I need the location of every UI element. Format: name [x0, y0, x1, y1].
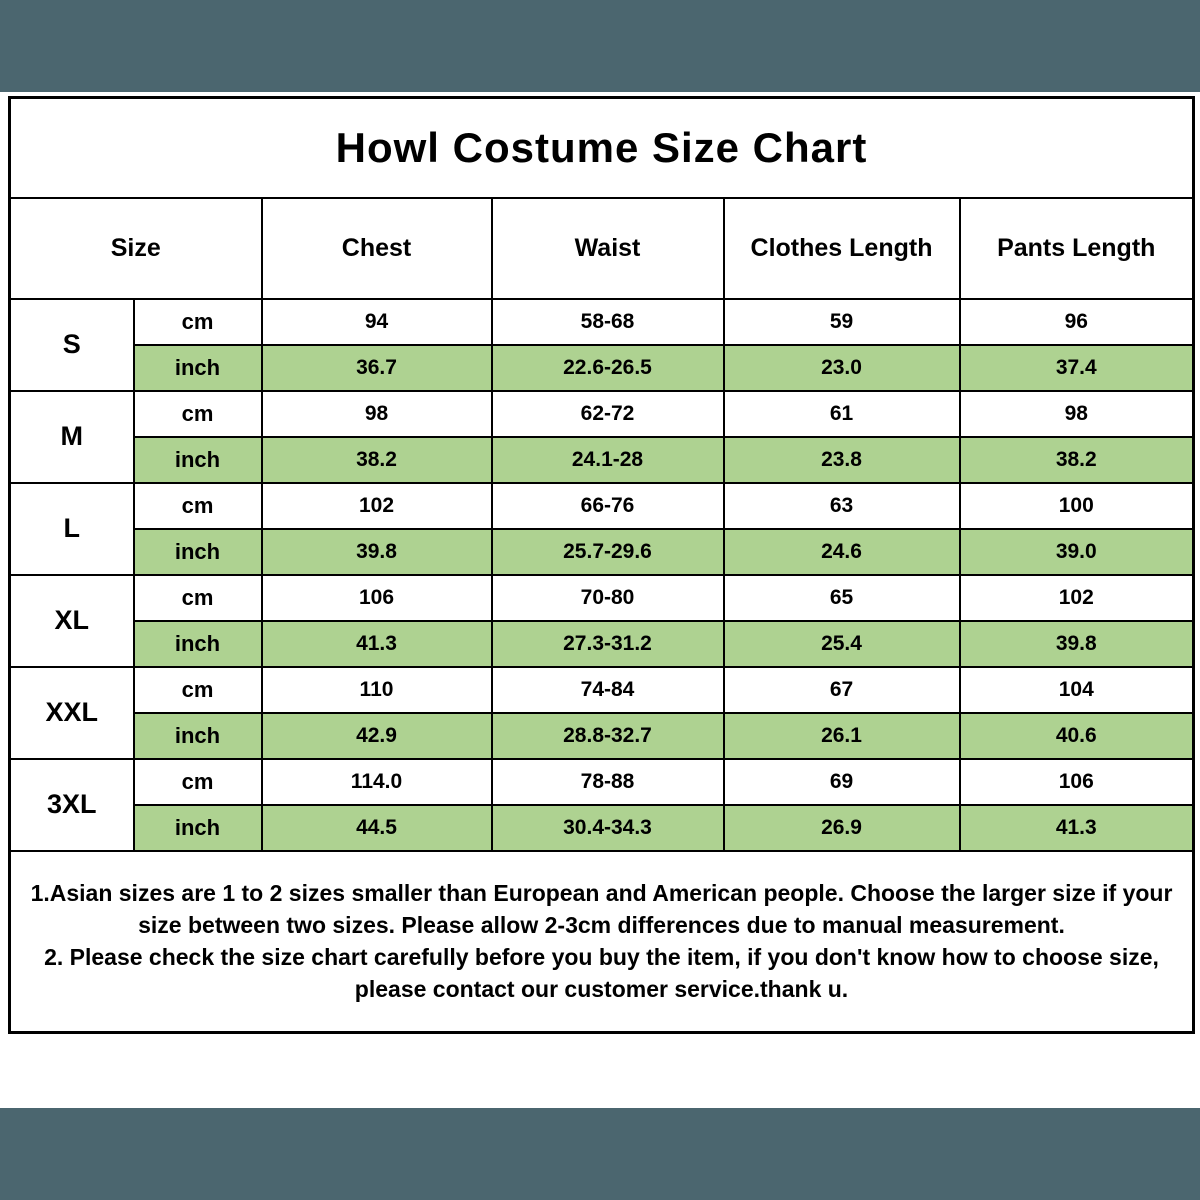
notes-row: 1.Asian sizes are 1 to 2 sizes smaller t…: [8, 849, 1195, 1034]
table-row-s-inch: inch 36.7 22.6-26.5 23.0 37.4: [10, 343, 1195, 392]
measurement-cell: 98: [958, 389, 1195, 438]
measurement-cell: 40.6: [958, 711, 1195, 760]
unit-label-cm: cm: [132, 481, 263, 530]
note-line-1: 1.Asian sizes are 1 to 2 sizes smaller t…: [30, 879, 1173, 939]
column-header-size: Size: [8, 196, 263, 300]
measurement-cell: 27.3-31.2: [490, 619, 725, 668]
measurement-cell: 102: [260, 481, 493, 530]
table-row-3xl-inch: inch 44.5 30.4-34.3 26.9 41.3: [10, 803, 1195, 852]
table-row-3xl-cm: 3XL cm 114.0 78-88 69 106: [8, 757, 1195, 852]
measurement-cell: 38.2: [958, 435, 1195, 484]
measurement-cell: 37.4: [958, 343, 1195, 392]
column-header-clothes-length: Clothes Length: [722, 196, 961, 300]
measurement-cell: 26.1: [722, 711, 961, 760]
measurement-cell: 67: [722, 665, 961, 714]
measurement-cell: 106: [958, 757, 1195, 806]
unit-label-inch: inch: [132, 527, 263, 576]
measurement-cell: 114.0: [260, 757, 493, 806]
measurement-cell: 70-80: [490, 573, 725, 622]
size-chart-table: Howl Costume Size Chart Size Chest Waist…: [8, 96, 1195, 1034]
measurement-cell: 100: [958, 481, 1195, 530]
table-row-xl-inch: inch 41.3 27.3-31.2 25.4 39.8: [10, 619, 1195, 668]
measurement-cell: 104: [958, 665, 1195, 714]
measurement-cell: 102: [958, 573, 1195, 622]
measurement-cell: 78-88: [490, 757, 725, 806]
chart-title: Howl Costume Size Chart: [8, 96, 1195, 199]
unit-label-cm: cm: [132, 297, 263, 346]
measurement-cell: 41.3: [260, 619, 493, 668]
notes-section: 1.Asian sizes are 1 to 2 sizes smaller t…: [8, 849, 1195, 1034]
measurement-cell: 39.0: [958, 527, 1195, 576]
note-line-2: 2. Please check the size chart carefully…: [44, 944, 1159, 1003]
measurement-cell: 106: [260, 573, 493, 622]
bottom-frame-bar: [0, 1108, 1200, 1200]
measurement-cell: 24.1-28: [490, 435, 725, 484]
measurement-cell: 94: [260, 297, 493, 346]
measurement-cell: 23.8: [722, 435, 961, 484]
measurement-cell: 59: [722, 297, 961, 346]
measurement-cell: 22.6-26.5: [490, 343, 725, 392]
measurement-cell: 25.4: [722, 619, 961, 668]
measurement-cell: 66-76: [490, 481, 725, 530]
size-label: 3XL: [8, 757, 135, 852]
header-row: Size Chest Waist Clothes Length Pants Le…: [8, 196, 1195, 300]
title-row: Howl Costume Size Chart: [8, 96, 1195, 199]
unit-label-inch: inch: [132, 803, 263, 852]
measurement-cell: 69: [722, 757, 961, 806]
measurement-cell: 96: [958, 297, 1195, 346]
measurement-cell: 24.6: [722, 527, 961, 576]
measurement-cell: 26.9: [722, 803, 961, 852]
table-row-xl-cm: XL cm 106 70-80 65 102: [8, 573, 1195, 668]
measurement-cell: 42.9: [260, 711, 493, 760]
table-row-xxl-cm: XXL cm 110 74-84 67 104: [8, 665, 1195, 760]
measurement-cell: 41.3: [958, 803, 1195, 852]
size-label: M: [8, 389, 135, 484]
size-label: XL: [8, 573, 135, 668]
measurement-cell: 39.8: [260, 527, 493, 576]
unit-label-cm: cm: [132, 665, 263, 714]
measurement-cell: 25.7-29.6: [490, 527, 725, 576]
measurement-cell: 62-72: [490, 389, 725, 438]
column-header-waist: Waist: [490, 196, 725, 300]
table-row-xxl-inch: inch 42.9 28.8-32.7 26.1 40.6: [10, 711, 1195, 760]
unit-label-cm: cm: [132, 389, 263, 438]
unit-label-inch: inch: [132, 435, 263, 484]
top-frame-bar: [0, 0, 1200, 92]
measurement-cell: 61: [722, 389, 961, 438]
column-header-chest: Chest: [260, 196, 493, 300]
measurement-cell: 74-84: [490, 665, 725, 714]
measurement-cell: 98: [260, 389, 493, 438]
measurement-cell: 63: [722, 481, 961, 530]
table-row-l-cm: L cm 102 66-76 63 100: [8, 481, 1195, 576]
table-row-m-cm: M cm 98 62-72 61 98: [8, 389, 1195, 484]
measurement-cell: 39.8: [958, 619, 1195, 668]
unit-label-inch: inch: [132, 711, 263, 760]
measurement-cell: 65: [722, 573, 961, 622]
unit-label-cm: cm: [132, 573, 263, 622]
size-label: S: [8, 297, 135, 392]
measurement-cell: 23.0: [722, 343, 961, 392]
measurement-cell: 110: [260, 665, 493, 714]
size-label: XXL: [8, 665, 135, 760]
unit-label-cm: cm: [132, 757, 263, 806]
column-header-pants-length: Pants Length: [958, 196, 1195, 300]
size-label: L: [8, 481, 135, 576]
size-chart-container: Howl Costume Size Chart Size Chest Waist…: [8, 96, 1195, 1034]
unit-label-inch: inch: [132, 619, 263, 668]
unit-label-inch: inch: [132, 343, 263, 392]
measurement-cell: 36.7: [260, 343, 493, 392]
measurement-cell: 28.8-32.7: [490, 711, 725, 760]
measurement-cell: 38.2: [260, 435, 493, 484]
table-row-l-inch: inch 39.8 25.7-29.6 24.6 39.0: [10, 527, 1195, 576]
table-row-m-inch: inch 38.2 24.1-28 23.8 38.2: [10, 435, 1195, 484]
measurement-cell: 44.5: [260, 803, 493, 852]
measurement-cell: 58-68: [490, 297, 725, 346]
measurement-cell: 30.4-34.3: [490, 803, 725, 852]
table-row-s-cm: S cm 94 58-68 59 96: [8, 297, 1195, 392]
